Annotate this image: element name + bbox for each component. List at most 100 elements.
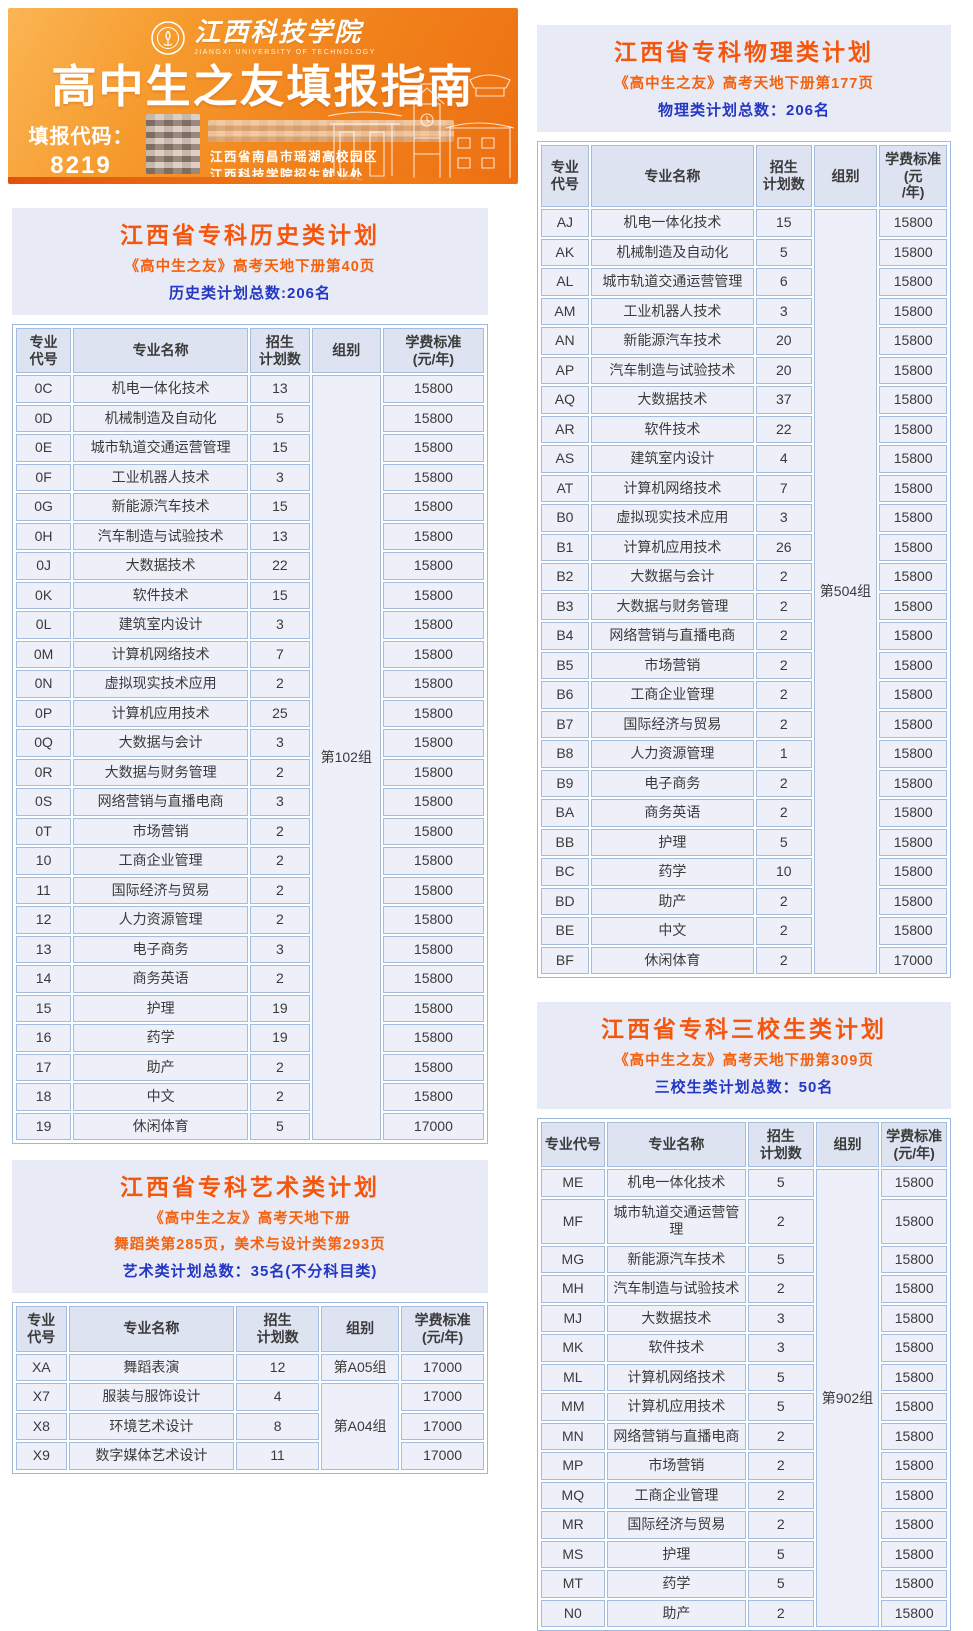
- university-name: 江西科技学院: [194, 18, 363, 48]
- cell-major-name: 计算机应用技术: [73, 699, 248, 728]
- cell-major-code: BF: [541, 946, 589, 975]
- cell-major-name: 计算机应用技术: [606, 1393, 746, 1421]
- cell-enroll-count: 2: [755, 917, 812, 945]
- cell-major-code: 13: [16, 935, 72, 964]
- col-header-fee: 学费标准 (元/年): [881, 1121, 947, 1168]
- cell-fee: 15800: [879, 681, 947, 709]
- cell-major-name: 城市轨道交通运营管理: [590, 268, 754, 296]
- table-row: B6 工商企业管理 2 15800: [541, 681, 947, 709]
- cell-fee: 15800: [382, 581, 484, 610]
- cell-major-name: 药学: [590, 858, 754, 886]
- cell-fee: 15800: [382, 1083, 484, 1111]
- cell-enroll-count: 2: [747, 1422, 814, 1451]
- cell-enroll-count: 5: [747, 1540, 814, 1569]
- cell-enroll-count: 5: [747, 1393, 814, 1421]
- cell-fee: 15800: [881, 1599, 947, 1628]
- cell-major-code: B5: [541, 651, 589, 680]
- cell-major-code: 0C: [16, 375, 72, 403]
- cell-enroll-count: 10: [755, 858, 812, 886]
- cell-major-code: 0S: [16, 788, 72, 816]
- table-row: MP 市场营销 2 15800: [541, 1452, 947, 1480]
- table-row: MQ 工商企业管理 2 15800: [541, 1481, 947, 1510]
- table-row: 10 工商企业管理 2 15800: [16, 847, 484, 875]
- cell-fee: 15800: [382, 876, 484, 905]
- cell-major-name: 大数据与会计: [590, 563, 754, 591]
- table-row: BD 助产 2 15800: [541, 887, 947, 916]
- cell-major-name: 城市轨道交通运营管理: [606, 1198, 746, 1244]
- cell-group: 第A04组: [320, 1383, 400, 1470]
- cell-major-code: B1: [541, 533, 589, 562]
- table-row: MN 网络营销与直播电商 2 15800: [541, 1422, 947, 1451]
- cell-major-code: BD: [541, 887, 589, 916]
- header-banner: 江西科技学院 JIANGXI UNIVERSITY OF TECHNOLOGY …: [8, 8, 518, 184]
- cell-enroll-count: 2: [755, 710, 812, 739]
- cell-fee: 15800: [382, 552, 484, 580]
- cell-major-code: B7: [541, 710, 589, 739]
- application-code-label: 填报代码：: [28, 126, 134, 148]
- col-header-code: 专业代号: [541, 1121, 605, 1168]
- cell-group: 第902组: [815, 1169, 880, 1628]
- col-header-fee: 学费标准 (元/年): [382, 327, 484, 374]
- cell-fee: 15800: [881, 1511, 947, 1539]
- cell-enroll-count: 15: [249, 581, 310, 610]
- cell-major-name: 国际经济与贸易: [590, 710, 754, 739]
- cell-major-name: 市场营销: [606, 1452, 746, 1480]
- cell-major-code: MH: [541, 1275, 605, 1303]
- cell-major-code: AR: [541, 415, 589, 444]
- address-line-1: 江西省南昌市瑶湖高校园区: [210, 150, 379, 164]
- cell-fee: 15800: [382, 935, 484, 964]
- cell-fee: 15800: [879, 474, 947, 503]
- cell-major-name: 新能源汽车技术: [590, 327, 754, 355]
- table-row: B1 计算机应用技术 26 15800: [541, 533, 947, 562]
- physics-plan-title: 江西省专科物理类计划: [614, 39, 874, 65]
- cell-major-code: 19: [16, 1112, 72, 1141]
- cell-major-name: 大数据与会计: [73, 729, 248, 757]
- cell-major-name: 助产: [590, 887, 754, 916]
- cell-enroll-count: 2: [249, 965, 310, 993]
- history-plan-head: 江西省专科历史类计划 《高中生之友》高考天地下册第40页 历史类计划总数:206…: [12, 208, 488, 315]
- header-row: 专业 代号 专业名称 招生 计划数 组别 学费标准 (元/年): [16, 1306, 484, 1352]
- cell-fee: 15800: [382, 788, 484, 816]
- cell-major-name: 大数据技术: [606, 1304, 746, 1333]
- table-row: X8 环境艺术设计 8 17000: [16, 1412, 484, 1441]
- cell-enroll-count: 20: [755, 356, 812, 385]
- cell-enroll-count: 13: [249, 522, 310, 551]
- table-row: 17 助产 2 15800: [16, 1053, 484, 1082]
- col-header-name: 专业名称: [73, 327, 248, 374]
- cell-fee: 15800: [879, 710, 947, 739]
- cell-major-code: AP: [541, 356, 589, 385]
- cell-enroll-count: 2: [747, 1481, 814, 1510]
- cell-major-code: 0J: [16, 552, 72, 580]
- table-row: 0M 计算机网络技术 7 15800: [16, 640, 484, 669]
- cell-major-code: AM: [541, 297, 589, 326]
- cell-major-name: 大数据技术: [73, 552, 248, 580]
- cell-major-code: 0K: [16, 581, 72, 610]
- cell-major-name: 网络营销与直播电商: [73, 788, 248, 816]
- table-row: AK 机械制造及自动化 5 15800: [541, 238, 947, 267]
- cell-major-name: 汽车制造与试验技术: [606, 1275, 746, 1303]
- cell-major-name: 护理: [606, 1540, 746, 1569]
- sanxiao-plan-total: 三校生类计划总数：50名: [654, 1078, 834, 1096]
- cell-major-code: B6: [541, 681, 589, 709]
- cell-fee: 17000: [382, 1112, 484, 1141]
- cell-enroll-count: 5: [747, 1245, 814, 1274]
- cell-major-name: 机械制造及自动化: [590, 238, 754, 267]
- cell-enroll-count: 2: [755, 799, 812, 827]
- cell-major-name: 计算机网络技术: [606, 1363, 746, 1392]
- cell-major-name: 商务英语: [590, 799, 754, 827]
- cell-major-name: 市场营销: [73, 817, 248, 846]
- cell-fee: 17000: [879, 946, 947, 975]
- sanxiao-plan-subtitle: 《高中生之友》高考天地下册第309页: [614, 1052, 874, 1069]
- art-plan-subtitle-2: 舞蹈类第285页，美术与设计类第293页: [114, 1237, 386, 1254]
- cell-major-code: MT: [541, 1570, 605, 1598]
- col-header-fee: 学费标准 (元 /年): [879, 144, 947, 208]
- cell-enroll-count: 3: [249, 611, 310, 639]
- cell-major-code: 15: [16, 994, 72, 1023]
- cell-enroll-count: 2: [747, 1198, 814, 1244]
- cell-fee: 15800: [382, 611, 484, 639]
- cell-enroll-count: 11: [236, 1442, 319, 1470]
- cell-enroll-count: 2: [755, 622, 812, 650]
- cell-enroll-count: 2: [755, 592, 812, 621]
- cell-major-name: 软件技术: [590, 415, 754, 444]
- cell-major-name: 软件技术: [73, 581, 248, 610]
